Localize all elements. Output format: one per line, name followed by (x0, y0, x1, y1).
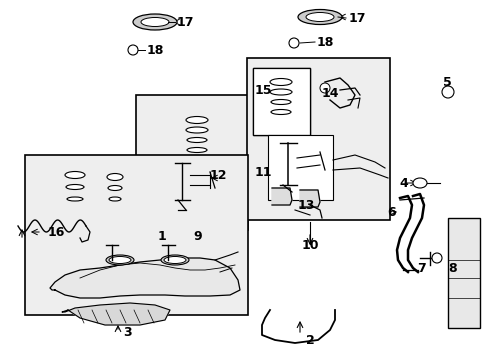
Ellipse shape (412, 178, 426, 188)
Text: 15: 15 (254, 84, 271, 96)
Text: 18: 18 (146, 44, 163, 57)
Ellipse shape (161, 255, 189, 265)
Ellipse shape (297, 9, 341, 24)
Ellipse shape (185, 117, 207, 123)
Ellipse shape (108, 185, 122, 190)
Circle shape (441, 86, 453, 98)
Polygon shape (299, 190, 319, 207)
Circle shape (319, 83, 329, 93)
Text: 17: 17 (176, 15, 193, 28)
Text: 7: 7 (416, 261, 425, 274)
Text: 6: 6 (387, 206, 395, 219)
Text: 12: 12 (209, 168, 226, 181)
Polygon shape (271, 188, 291, 205)
Text: 11: 11 (254, 166, 271, 179)
Ellipse shape (107, 174, 123, 180)
Circle shape (288, 38, 298, 48)
Text: 13: 13 (297, 198, 314, 212)
Circle shape (431, 253, 441, 263)
Text: 2: 2 (305, 333, 314, 346)
Bar (136, 95, 247, 230)
Ellipse shape (186, 138, 206, 143)
Ellipse shape (67, 197, 83, 201)
Text: 4: 4 (399, 176, 407, 189)
Text: 8: 8 (448, 261, 456, 274)
Polygon shape (62, 303, 170, 325)
Text: 10: 10 (301, 239, 318, 252)
Ellipse shape (65, 171, 85, 179)
Circle shape (128, 45, 138, 55)
Text: 14: 14 (321, 86, 338, 99)
Bar (267, 135, 332, 200)
Text: 1: 1 (157, 230, 166, 243)
Text: 16: 16 (47, 225, 64, 239)
Ellipse shape (185, 127, 207, 133)
Text: 5: 5 (442, 76, 450, 89)
Ellipse shape (163, 256, 185, 264)
Ellipse shape (141, 18, 169, 27)
Ellipse shape (66, 185, 84, 189)
Ellipse shape (109, 256, 131, 264)
Ellipse shape (305, 13, 333, 22)
Polygon shape (50, 258, 240, 298)
Ellipse shape (133, 14, 177, 30)
Ellipse shape (186, 148, 206, 153)
Bar (25, 155, 247, 315)
Ellipse shape (269, 89, 291, 95)
Text: 17: 17 (347, 12, 365, 24)
Bar (447, 218, 479, 328)
Bar (252, 68, 309, 135)
Text: 18: 18 (316, 36, 333, 49)
Bar (252, 68, 309, 135)
Text: 3: 3 (123, 327, 132, 339)
Ellipse shape (109, 197, 121, 201)
Ellipse shape (106, 255, 134, 265)
Ellipse shape (270, 99, 290, 104)
Bar (246, 58, 389, 220)
Text: 9: 9 (193, 230, 202, 243)
Ellipse shape (269, 78, 291, 86)
Ellipse shape (270, 109, 290, 114)
